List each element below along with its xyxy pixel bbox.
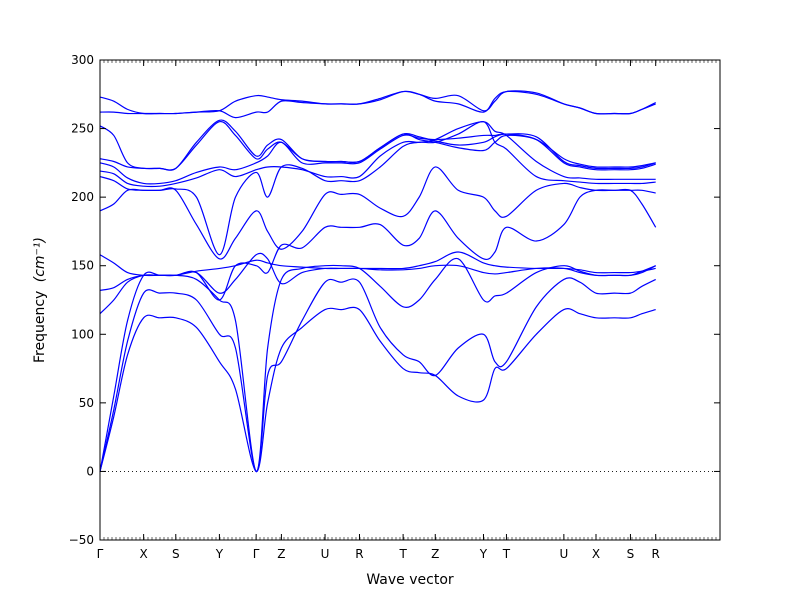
plot-frame: [99, 59, 721, 541]
y-axis-label-unit: (cm⁻¹): [32, 237, 48, 282]
x-tick-label: U: [321, 547, 330, 561]
x-tick-label: T: [502, 547, 511, 561]
x-tick-label: U: [559, 547, 568, 561]
x-tick-label: T: [398, 547, 407, 561]
x-tick-label: S: [627, 547, 635, 561]
x-tick-label: Z: [277, 547, 285, 561]
y-tick-label: 250: [71, 122, 94, 136]
x-tick-label: S: [172, 547, 180, 561]
band-line-7: [99, 166, 656, 260]
band-line-1: [99, 306, 656, 473]
y-tick-label: 50: [79, 396, 94, 410]
x-tick-label: Y: [479, 547, 488, 561]
y-axis-label-text: Frequency: [32, 291, 48, 363]
x-tick-label: X: [140, 547, 148, 561]
band-line-8: [99, 121, 656, 256]
y-tick-label: −50: [69, 533, 94, 547]
x-tick-label: Z: [431, 547, 439, 561]
y-axis-label: Frequency (cm⁻¹): [32, 237, 48, 363]
band-line-14: [99, 90, 656, 115]
x-tick-label: X: [592, 547, 600, 561]
x-tick-label: Γ: [253, 547, 260, 561]
y-tick-label: 150: [71, 259, 94, 273]
x-axis-label: Wave vector: [366, 572, 454, 588]
x-tick-label: R: [652, 547, 660, 561]
band-line-12: [99, 119, 656, 171]
y-tick-label: 0: [86, 464, 94, 478]
y-tick-label: 100: [71, 327, 94, 341]
y-tick-label: 200: [71, 190, 94, 204]
bands-group: [99, 90, 657, 473]
x-tick-label: Y: [215, 547, 224, 561]
y-ticks-group: −50 0 50 100 150 200 250 300: [69, 53, 720, 547]
band-line-10: [99, 133, 656, 185]
band-line-2: [99, 277, 656, 473]
y-tick-label: 300: [71, 53, 94, 67]
band-line-6: [99, 188, 657, 301]
band-line-9: [99, 121, 656, 188]
x-tick-label: Γ: [97, 547, 104, 561]
x-tick-label: R: [355, 547, 363, 561]
